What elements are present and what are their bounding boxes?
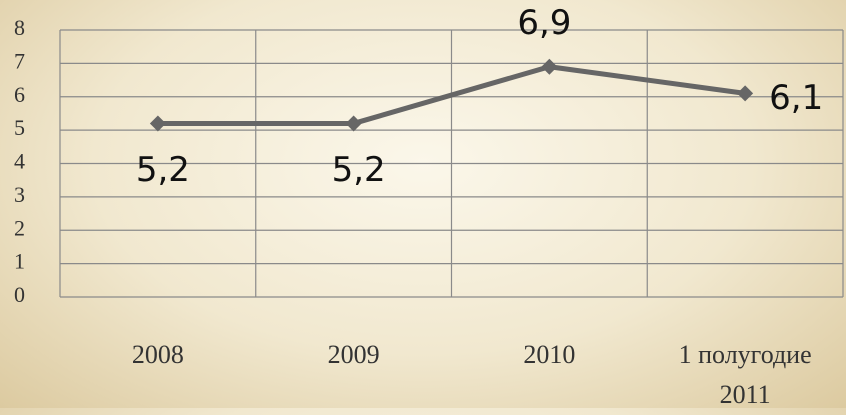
data-label: 6,1 [769, 78, 823, 118]
y-tick-label: 0 [14, 282, 25, 307]
x-tick-label: 2009 [327, 340, 380, 369]
y-tick-label: 1 [14, 249, 25, 274]
x-tick-label: 2008 [131, 340, 184, 369]
series-line [157, 64, 746, 126]
y-tick-label: 4 [14, 149, 25, 174]
marker [345, 115, 362, 132]
data-label: 6,9 [517, 3, 571, 43]
y-tick-label: 8 [14, 15, 25, 40]
marker [541, 58, 558, 75]
y-tick-label: 2 [14, 215, 25, 240]
data-label: 5,2 [136, 150, 190, 190]
y-tick-label: 7 [14, 48, 25, 73]
x-tick-label: 1 полугодие 2011 [678, 340, 812, 409]
y-tick-label: 3 [14, 182, 25, 207]
marker [149, 115, 166, 132]
data-label: 5,2 [332, 150, 386, 190]
marker [737, 85, 754, 102]
x-tick-label: 2010 [523, 340, 576, 369]
y-tick-label: 5 [14, 115, 25, 140]
y-tick-label: 6 [14, 82, 25, 107]
